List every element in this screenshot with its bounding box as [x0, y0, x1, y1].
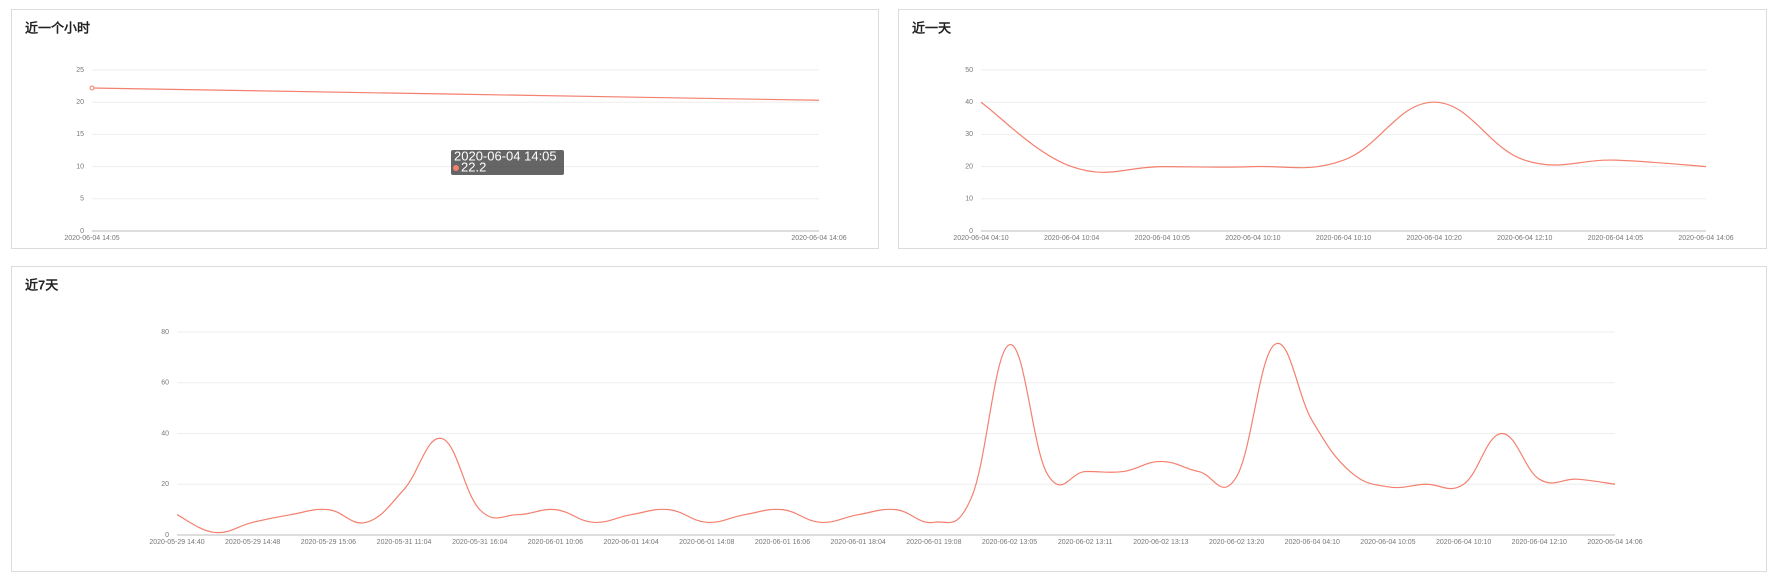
- x-tick-label: 2020-06-04 14:06: [1587, 539, 1642, 546]
- x-tick-label: 2020-06-04 14:06: [791, 235, 846, 242]
- y-tick-label: 10: [76, 163, 84, 170]
- y-tick-label: 40: [965, 99, 973, 106]
- y-tick-label: 30: [965, 131, 973, 138]
- x-tick-label: 2020-06-01 18:04: [831, 539, 886, 546]
- y-tick-label: 60: [161, 380, 169, 387]
- x-tick-label: 2020-06-04 12:10: [1512, 539, 1567, 546]
- x-tick-label: 2020-06-04 10:10: [1436, 539, 1491, 546]
- line: [91, 87, 820, 101]
- y-tick-label: 25: [76, 67, 84, 74]
- chart: 近一个小时 0 5 10 15 20 25 2020-06-04 14:05 2020-06-0…: [25, 20, 847, 242]
- x-tick-label: 2020-05-29 14:48: [225, 539, 280, 546]
- panel: 近一天 0 10 20 30 40 50 2020-06-04 04:10 2020-06-04…: [898, 9, 1767, 249]
- line: [176, 342, 1616, 534]
- panel: 近7天 0 20 40 60 80 2020-05-29 14:40 2020-05-29 1…: [11, 266, 1767, 572]
- panel: 近一个小时 0 5 10 15 20 25 2020-06-04 14:05 2020-06-0…: [11, 9, 879, 249]
- x-tick-label: 2020-05-31 11:04: [377, 539, 432, 546]
- y-tick-label: 15: [76, 131, 84, 138]
- x-tick-label: 2020-06-02 13:13: [1133, 539, 1188, 546]
- y-tick-label: 20: [161, 481, 169, 488]
- x-tick-label: 2020-05-29 15:06: [301, 539, 356, 546]
- x-tick-label: 2020-06-04 10:05: [1360, 539, 1415, 546]
- tooltip-marker: [453, 165, 459, 171]
- x-tick-label: 2020-06-01 14:04: [603, 539, 658, 546]
- x-tick-label: 2020-06-02 13:20: [1209, 539, 1264, 546]
- x-tick-label: 2020-06-04 12:10: [1497, 235, 1552, 242]
- x-tick-label: 2020-06-01 16:06: [755, 539, 810, 546]
- x-tick-label: 2020-06-04 04:10: [1285, 539, 1340, 546]
- chart-title: 近一天: [912, 20, 952, 35]
- x-tick-label: 2020-06-04 04:10: [953, 235, 1008, 242]
- x-tick-label: 2020-06-02 13:11: [1058, 539, 1113, 546]
- y-tick-label: 20: [76, 99, 84, 106]
- x-tick-label: 2020-06-04 10:10: [1316, 235, 1371, 242]
- y-tick-label: 20: [965, 163, 973, 170]
- y-tick-label: 80: [161, 329, 169, 336]
- tooltip-value: 22.2: [461, 159, 486, 174]
- point: [89, 85, 95, 91]
- x-tick-label: 2020-06-01 19:08: [906, 539, 961, 546]
- y-tick-label: 10: [965, 196, 973, 203]
- y-tick-label: 40: [161, 430, 169, 437]
- y-tick-label: 5: [80, 196, 84, 203]
- x-tick-label: 2020-06-01 14:08: [679, 539, 734, 546]
- x-tick-label: 2020-06-04 10:05: [1135, 235, 1190, 242]
- chart: 近7天 0 20 40 60 80 2020-05-29 14:40 2020-05-29 1…: [25, 277, 1643, 546]
- tooltip: [451, 150, 564, 175]
- x-tick-label: 2020-06-04 10:04: [1044, 235, 1099, 242]
- x-tick-label: 2020-06-02 13:05: [982, 539, 1037, 546]
- line: [980, 101, 1707, 173]
- x-tick-label: 2020-06-04 10:20: [1406, 235, 1461, 242]
- x-tick-label: 2020-06-04 10:10: [1225, 235, 1280, 242]
- y-tick-label: 0: [969, 228, 973, 235]
- x-tick-label: 2020-05-31 16:04: [452, 539, 507, 546]
- chart: 近一天 0 10 20 30 40 50 2020-06-04 04:10 2020-06-04…: [912, 20, 1734, 242]
- x-tick-label: 2020-06-04 14:05: [64, 235, 119, 242]
- y-tick-label: 0: [80, 228, 84, 235]
- chart-title: 近一个小时: [25, 20, 90, 35]
- y-tick-label: 0: [165, 532, 169, 539]
- x-tick-label: 2020-06-04 14:05: [1588, 235, 1643, 242]
- x-tick-label: 2020-06-04 14:06: [1678, 235, 1733, 242]
- x-tick-label: 2020-06-01 10:06: [528, 539, 583, 546]
- y-tick-label: 50: [965, 67, 973, 74]
- chart-title: 近7天: [25, 277, 59, 292]
- x-tick-label: 2020-05-29 14:40: [149, 539, 204, 546]
- tooltip-label: 2020-06-04 14:05: [454, 148, 557, 163]
